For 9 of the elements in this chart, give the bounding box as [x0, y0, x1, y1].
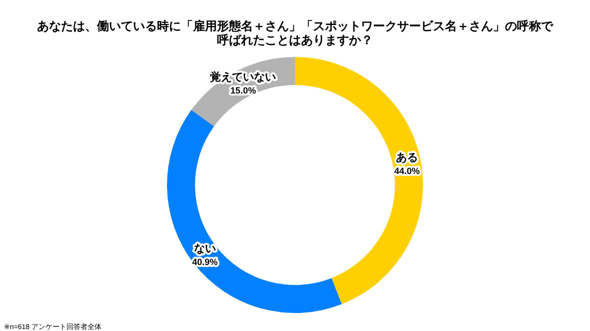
data-label: 40.9%	[192, 256, 218, 267]
slice-label: ある	[396, 152, 418, 164]
data-label: 15.0%	[230, 85, 256, 96]
data-label: 44.0%	[394, 166, 420, 176]
slice-label: 覚えていない	[210, 70, 276, 84]
slice-label: ない	[194, 242, 216, 255]
donut-slice	[167, 110, 342, 313]
donut-slice	[295, 57, 423, 304]
chart-title: あなたは、働いている時に「雇用形態名＋さん」「スポットワークサービス名＋さん」の呼称で呼ばれたことはありますか？	[37, 19, 554, 47]
